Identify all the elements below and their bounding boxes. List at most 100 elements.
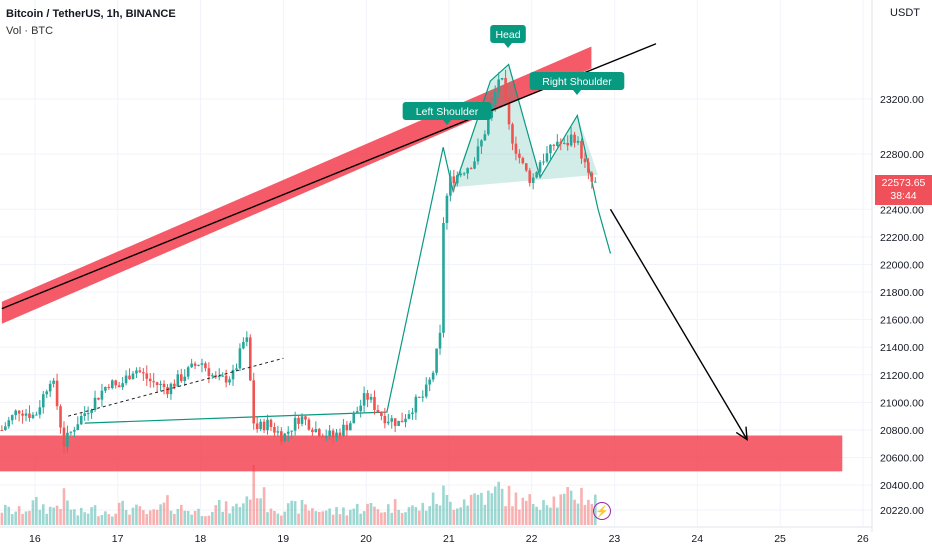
candle-body <box>518 153 521 158</box>
candle-body <box>0 429 4 431</box>
support-zone-rect <box>0 435 843 472</box>
volume-bar <box>107 514 111 525</box>
candle-body <box>193 363 197 366</box>
support-zone <box>0 435 843 472</box>
volume-bar <box>228 513 231 525</box>
annotation-left-shoulder[interactable]: Left Shoulder <box>402 102 492 125</box>
candle-body <box>380 412 383 416</box>
y-tick-label: 21400.00 <box>880 342 924 354</box>
candle-body <box>183 376 187 382</box>
volume-bar <box>273 510 276 525</box>
candle-body <box>204 363 207 369</box>
candle-body <box>52 380 55 384</box>
volume-bar <box>286 503 290 525</box>
x-tick-label: 25 <box>774 533 786 545</box>
candle-body <box>293 417 297 431</box>
volume-bar <box>435 504 438 525</box>
volume-bar <box>280 515 283 525</box>
candle-body <box>552 144 556 146</box>
volume-bar <box>276 513 280 525</box>
volume-bar <box>217 500 221 525</box>
time-axis[interactable]: 16 17 18 19 20 21 22 23 24 25 26 <box>29 533 869 545</box>
volume-bar <box>566 487 569 525</box>
candle-body <box>487 117 490 135</box>
annotation-pointer <box>443 120 451 125</box>
volume-bar <box>69 509 73 525</box>
price-axis[interactable]: 20220.00 20400.00 20600.00 20800.00 21000.00… <box>871 0 924 532</box>
candle-body <box>83 413 86 416</box>
volume-bar <box>449 501 452 525</box>
candle-body <box>473 161 476 169</box>
volume-bar <box>587 499 590 525</box>
annotation-pointer <box>573 90 581 95</box>
candle-body <box>273 427 276 433</box>
candle-body <box>31 414 35 418</box>
annotation-box <box>529 72 625 90</box>
annotation-head[interactable]: Head <box>490 25 526 48</box>
candle-body <box>511 124 514 144</box>
candle-body <box>97 397 100 400</box>
candle-body <box>197 364 200 366</box>
volume-bar <box>393 499 397 525</box>
candle-body <box>490 104 494 118</box>
volume-bar <box>528 494 532 525</box>
volume-bar <box>538 509 542 525</box>
candle-body <box>545 153 549 162</box>
candle-body <box>59 406 62 428</box>
volume-bar <box>314 511 318 525</box>
candle-body <box>531 177 535 183</box>
candle-body <box>21 413 24 416</box>
annotation-text: Right Shoulder <box>542 76 612 88</box>
candle-body <box>311 429 314 433</box>
candle-body <box>397 420 400 426</box>
volume-bar <box>183 510 187 525</box>
candle-body <box>117 385 121 388</box>
candle-body <box>259 421 262 430</box>
candle-body <box>566 142 569 146</box>
volume-bar <box>166 495 169 525</box>
volume-bar <box>31 500 35 525</box>
projection-arrow[interactable] <box>609 208 748 441</box>
candle-body <box>104 386 107 391</box>
candle-body <box>428 379 431 385</box>
candle-body <box>328 430 331 437</box>
candle-body <box>411 412 414 415</box>
candle-body <box>145 373 149 379</box>
candle-body <box>535 172 538 178</box>
volume-bar <box>311 508 314 525</box>
volume-bar <box>252 465 256 525</box>
candle-body <box>7 420 11 427</box>
volume-bar <box>235 503 238 525</box>
candle-body <box>542 161 545 163</box>
volume-bar <box>431 492 435 525</box>
candle-body <box>590 172 594 182</box>
y-tick-label: 22000.00 <box>880 259 924 271</box>
candle-body <box>493 91 497 105</box>
volume-bar <box>214 505 218 525</box>
candle-body <box>252 380 256 424</box>
annotation-right-shoulder[interactable]: Right Shoulder <box>529 72 625 95</box>
volume-bar <box>162 502 166 525</box>
volume-bar <box>383 512 387 525</box>
lightning-icon[interactable]: ⚡ <box>593 502 611 520</box>
volume-bar <box>100 515 104 525</box>
candle-body <box>148 378 152 382</box>
x-tick-label: 17 <box>112 533 124 545</box>
volume-bar <box>59 509 62 525</box>
dashed-trend-line[interactable] <box>67 357 284 417</box>
candle-body <box>138 370 142 373</box>
candle-body <box>159 383 162 386</box>
candle-body <box>342 424 345 437</box>
candle-body <box>262 421 266 431</box>
candle-body <box>24 413 28 416</box>
volume-bar <box>211 512 214 525</box>
volume-bar <box>500 488 504 525</box>
candle-body <box>528 170 532 183</box>
volume-bar <box>583 504 587 525</box>
x-tick-label: 20 <box>360 533 372 545</box>
candle-body <box>497 79 500 92</box>
candle-body <box>521 157 525 164</box>
candle-body <box>48 383 52 392</box>
x-tick-label: 18 <box>195 533 207 545</box>
